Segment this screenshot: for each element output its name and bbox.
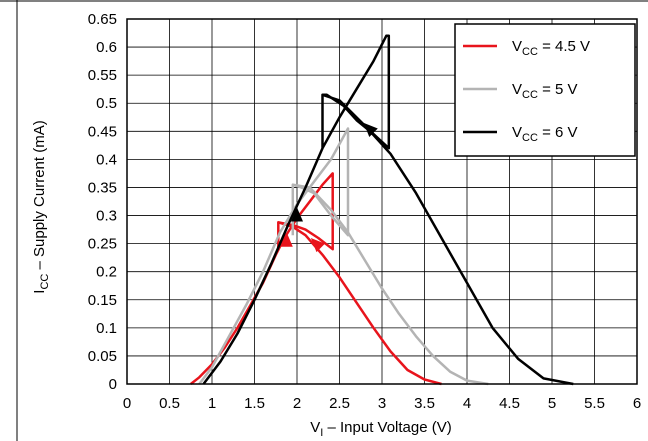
series-line-falling (322, 93, 574, 386)
y-tick-label: 0.15 (88, 292, 117, 309)
y-tick-label: 0.55 (88, 67, 117, 84)
series-line-falling (277, 221, 442, 386)
x-tick-label: 5 (548, 395, 556, 412)
y-tick-label: 0.4 (96, 151, 117, 168)
x-axis-label: VI – Input Voltage (V) (310, 419, 452, 439)
y-axis-label: ICC – Supply Current (mA) (31, 120, 51, 293)
x-tick-label: 6 (633, 395, 641, 412)
legend-label: VCC = 4.5 V (512, 38, 590, 58)
y-tick-label: 0.3 (96, 208, 117, 225)
x-tick-label: 3.5 (414, 395, 435, 412)
direction-arrow (310, 237, 325, 253)
legend-label: VCC = 5 V (512, 81, 578, 101)
x-tick-label: 2.5 (329, 395, 350, 412)
y-tick-label: 0.2 (96, 264, 117, 281)
legend: VCC = 4.5 V VCC = 5 V VCC = 6 V (454, 23, 636, 157)
y-tick-label: 0.6 (96, 39, 117, 56)
y-tick-label: 0.35 (88, 179, 117, 196)
direction-arrow (363, 122, 378, 137)
series-line-rising (198, 127, 350, 385)
y-tick-label: 0.1 (96, 320, 117, 337)
y-tick-label: 0.5 (96, 95, 117, 112)
y-tick-label: 0 (109, 376, 117, 393)
y-tick-label: 0.25 (88, 236, 117, 253)
y-tick-labels: 0 0.05 0.1 0.15 0.2 0.25 0.3 0.35 0.4 0.45 0.5 0.55… (88, 11, 117, 393)
legend-label: VCC = 6 V (512, 124, 578, 144)
x-tick-label: 2 (293, 395, 301, 412)
y-tick-label: 0.65 (88, 11, 117, 28)
series-group (190, 34, 574, 386)
y-tick-label: 0.05 (88, 348, 117, 365)
x-tick-label: 5.5 (584, 395, 605, 412)
direction-arrow (291, 207, 303, 222)
x-tick-label: 1.5 (244, 395, 265, 412)
x-tick-label: 3 (378, 395, 386, 412)
plot-frame (126, 18, 638, 385)
x-tick-label: 0 (123, 395, 131, 412)
x-tick-label: 1 (208, 395, 216, 412)
x-tick-label: 0.5 (159, 395, 180, 412)
x-tick-label: 4.5 (499, 395, 520, 412)
series-line-falling (292, 183, 489, 386)
x-tick-label: 4 (463, 395, 471, 412)
direction-arrow (280, 232, 293, 247)
y-tick-label: 0.45 (88, 123, 117, 140)
x-tick-labels: 0 0.5 1 1.5 2 2.5 3 3.5 4 4.5 5 5.5 6 (123, 395, 641, 412)
